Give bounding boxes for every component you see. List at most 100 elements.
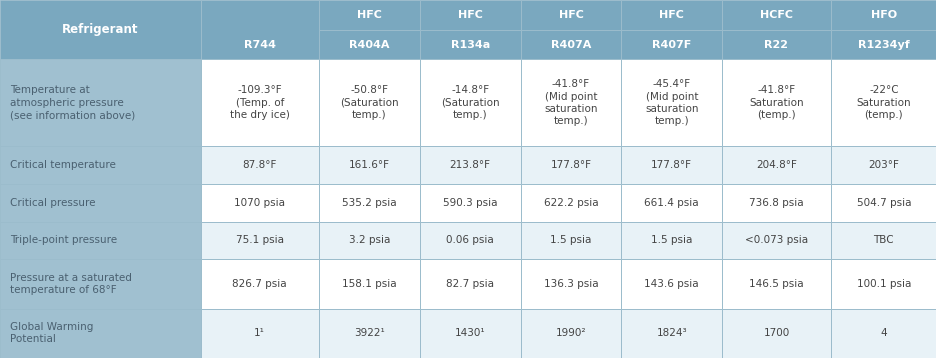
Text: -109.3°F
(Temp. of
the dry ice): -109.3°F (Temp. of the dry ice) bbox=[229, 86, 289, 120]
Text: R407A: R407A bbox=[550, 39, 591, 49]
Bar bbox=[200, 184, 318, 222]
Bar bbox=[830, 259, 936, 309]
Text: Refrigerant: Refrigerant bbox=[62, 23, 139, 36]
Bar bbox=[830, 146, 936, 184]
Bar bbox=[621, 0, 722, 30]
Bar bbox=[0, 222, 200, 259]
Bar bbox=[830, 309, 936, 358]
Text: HFC: HFC bbox=[457, 10, 482, 20]
Text: 177.8°F: 177.8°F bbox=[549, 160, 591, 170]
Text: 1.5 psia: 1.5 psia bbox=[651, 235, 692, 245]
Text: 826.7 psia: 826.7 psia bbox=[232, 279, 286, 289]
Text: R744: R744 bbox=[243, 39, 275, 49]
Text: R407F: R407F bbox=[651, 39, 691, 49]
Text: 100.1 psia: 100.1 psia bbox=[856, 279, 910, 289]
Bar bbox=[520, 259, 621, 309]
Bar bbox=[830, 0, 936, 30]
Text: 158.1 psia: 158.1 psia bbox=[342, 279, 396, 289]
Bar bbox=[722, 259, 830, 309]
Bar bbox=[318, 146, 419, 184]
Text: TBC: TBC bbox=[872, 235, 893, 245]
Bar bbox=[200, 0, 318, 59]
Bar bbox=[0, 309, 200, 358]
Bar bbox=[419, 0, 520, 30]
Bar bbox=[419, 309, 520, 358]
Text: 0.06 psia: 0.06 psia bbox=[446, 235, 493, 245]
Bar bbox=[520, 30, 621, 59]
Text: 4: 4 bbox=[880, 328, 886, 338]
Bar bbox=[318, 222, 419, 259]
Text: 136.3 psia: 136.3 psia bbox=[543, 279, 598, 289]
Text: 204.8°F: 204.8°F bbox=[755, 160, 796, 170]
Text: Pressure at a saturated
temperature of 68°F: Pressure at a saturated temperature of 6… bbox=[10, 273, 132, 295]
Text: 146.5 psia: 146.5 psia bbox=[749, 279, 803, 289]
Bar bbox=[0, 0, 200, 59]
Bar bbox=[722, 184, 830, 222]
Text: 1700: 1700 bbox=[763, 328, 789, 338]
Text: 161.6°F: 161.6°F bbox=[348, 160, 389, 170]
Bar bbox=[722, 59, 830, 146]
Bar bbox=[0, 259, 200, 309]
Text: -22°C
Saturation
(temp.): -22°C Saturation (temp.) bbox=[856, 86, 910, 120]
Bar bbox=[621, 146, 722, 184]
Bar bbox=[830, 30, 936, 59]
Text: <0.073 psia: <0.073 psia bbox=[744, 235, 807, 245]
Text: 3.2 psia: 3.2 psia bbox=[348, 235, 389, 245]
Text: 1430¹: 1430¹ bbox=[454, 328, 485, 338]
Bar bbox=[419, 59, 520, 146]
Bar bbox=[200, 309, 318, 358]
Text: 622.2 psia: 622.2 psia bbox=[543, 198, 598, 208]
Text: 203°F: 203°F bbox=[868, 160, 899, 170]
Bar bbox=[520, 184, 621, 222]
Bar bbox=[419, 259, 520, 309]
Text: 1070 psia: 1070 psia bbox=[234, 198, 285, 208]
Text: 535.2 psia: 535.2 psia bbox=[342, 198, 396, 208]
Text: HFC: HFC bbox=[659, 10, 683, 20]
Bar bbox=[722, 309, 830, 358]
Bar bbox=[0, 146, 200, 184]
Text: R404A: R404A bbox=[349, 39, 389, 49]
Bar bbox=[830, 59, 936, 146]
Bar bbox=[830, 222, 936, 259]
Bar bbox=[200, 146, 318, 184]
Bar bbox=[722, 0, 830, 30]
Bar bbox=[318, 59, 419, 146]
Text: 736.8 psia: 736.8 psia bbox=[749, 198, 803, 208]
Text: -41.8°F
Saturation
(temp.): -41.8°F Saturation (temp.) bbox=[749, 86, 803, 120]
Text: HFC: HFC bbox=[558, 10, 583, 20]
Bar bbox=[621, 184, 722, 222]
Bar bbox=[318, 0, 419, 30]
Text: Global Warming
Potential: Global Warming Potential bbox=[10, 322, 94, 344]
Text: -45.4°F
(Mid point
saturation
temp.): -45.4°F (Mid point saturation temp.) bbox=[644, 79, 698, 126]
Bar bbox=[830, 184, 936, 222]
Text: 1¹: 1¹ bbox=[254, 328, 265, 338]
Bar bbox=[520, 309, 621, 358]
Bar bbox=[318, 259, 419, 309]
Text: 661.4 psia: 661.4 psia bbox=[644, 198, 698, 208]
Bar bbox=[621, 309, 722, 358]
Bar bbox=[621, 222, 722, 259]
Bar bbox=[419, 184, 520, 222]
Text: 213.8°F: 213.8°F bbox=[449, 160, 490, 170]
Bar bbox=[520, 222, 621, 259]
Text: Critical pressure: Critical pressure bbox=[10, 198, 95, 208]
Text: 1824³: 1824³ bbox=[656, 328, 686, 338]
Bar bbox=[200, 259, 318, 309]
Text: 590.3 psia: 590.3 psia bbox=[443, 198, 497, 208]
Bar bbox=[621, 259, 722, 309]
Bar bbox=[520, 0, 621, 30]
Text: 87.8°F: 87.8°F bbox=[242, 160, 277, 170]
Bar bbox=[419, 30, 520, 59]
Bar bbox=[0, 184, 200, 222]
Text: R1234yf: R1234yf bbox=[857, 39, 909, 49]
Text: 1990²: 1990² bbox=[555, 328, 586, 338]
Bar bbox=[318, 309, 419, 358]
Bar bbox=[621, 59, 722, 146]
Bar bbox=[722, 30, 830, 59]
Text: R134a: R134a bbox=[450, 39, 490, 49]
Bar bbox=[318, 184, 419, 222]
Text: 504.7 psia: 504.7 psia bbox=[856, 198, 910, 208]
Text: HFO: HFO bbox=[870, 10, 896, 20]
Bar bbox=[419, 222, 520, 259]
Text: 177.8°F: 177.8°F bbox=[651, 160, 692, 170]
